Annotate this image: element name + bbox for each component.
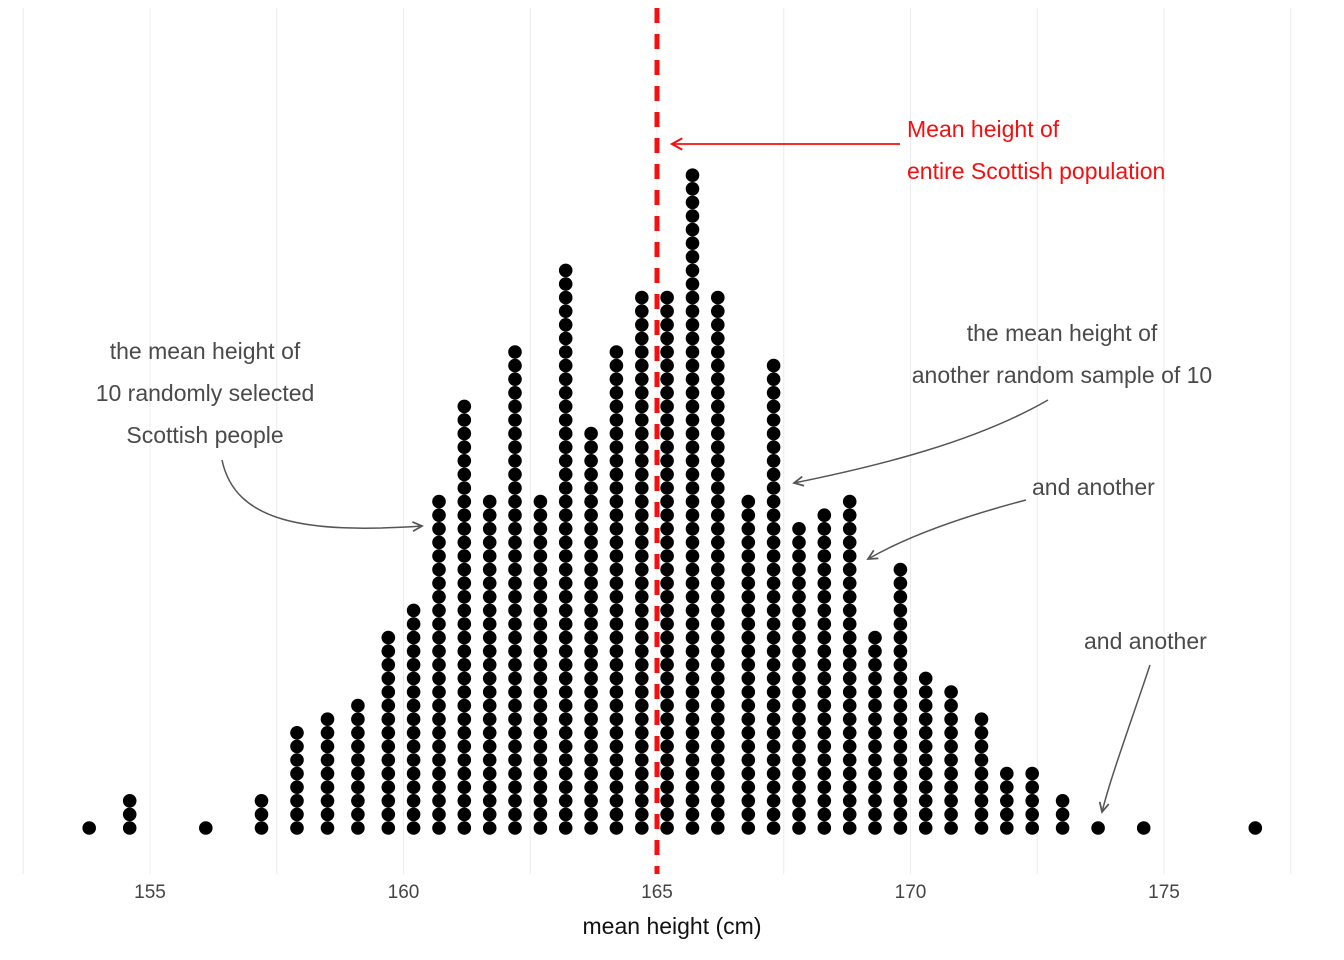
dot-column [1091,821,1105,835]
arrow-sample2 [792,399,1049,487]
dot-stacks [82,168,1263,835]
annotation-another2: and another [1084,620,1207,662]
dot-column [457,399,472,835]
dot-column [974,712,989,835]
dot-column [406,603,421,835]
arrow-another2 [1098,664,1151,814]
dot-column [842,494,857,835]
dot-column [711,290,725,835]
dot-column [351,698,365,835]
dot-column [1248,821,1263,835]
dot-column [254,794,269,835]
x-tick-label: 175 [1148,882,1180,903]
arrow-another1 [866,499,1027,560]
dot-column [918,671,933,835]
dot-column [660,290,674,835]
dot-column [1000,766,1014,835]
dot-column [122,794,137,835]
dot-column [685,168,700,835]
dot-column [868,630,882,835]
annotation-another2-label: and another [1084,628,1207,654]
x-tick-label: 155 [134,882,166,903]
dot-column [766,358,781,835]
dot-column [199,821,213,835]
dot-column [432,494,446,835]
dot-column [482,494,497,835]
x-tick-label: 170 [895,882,927,903]
dot-column [508,345,522,835]
arrow-sample1 [221,459,424,533]
annotation-sample1-line3: Scottish people [126,422,284,448]
dot-column [584,426,598,835]
annotation-sample2: the mean height of another random sample… [872,312,1252,396]
dot-column [944,685,958,835]
dot-column [533,494,548,835]
annotation-sample1: the mean height of 10 randomly selected … [55,330,355,456]
annotation-sample2-line2: another random sample of 10 [911,362,1213,388]
x-tick-label: 160 [388,882,420,903]
dot-column [1136,821,1151,835]
annotation-sample1-line2: 10 randomly selected [95,380,315,406]
dot-column [817,508,832,835]
dot-column [741,494,756,835]
annotation-sample1-line1: the mean height of [109,338,301,364]
annotation-population-mean: Mean height of entire Scottish populatio… [907,108,1165,192]
dot-column [1025,766,1039,835]
annotation-another1: and another [1032,466,1155,508]
dot-column [1055,794,1070,835]
x-axis-title: mean height (cm) [582,913,762,939]
dot-column [635,290,649,835]
annotation-population-line2: entire Scottish population [907,158,1166,184]
dot-column [893,562,908,835]
x-axis-ticks: 155 160 165 170 175 [134,882,1180,903]
dot-column [792,522,806,835]
annotation-sample2-line1: the mean height of [966,320,1158,346]
dot-column [609,345,624,835]
dot-column [320,712,335,835]
dot-column [381,630,396,835]
dot-column [290,726,304,835]
annotation-population-line1: Mean height of [907,116,1060,142]
annotation-another1-label: and another [1032,474,1155,500]
dot-column [82,821,96,835]
dot-column [558,263,573,835]
x-tick-label: 165 [641,882,673,903]
